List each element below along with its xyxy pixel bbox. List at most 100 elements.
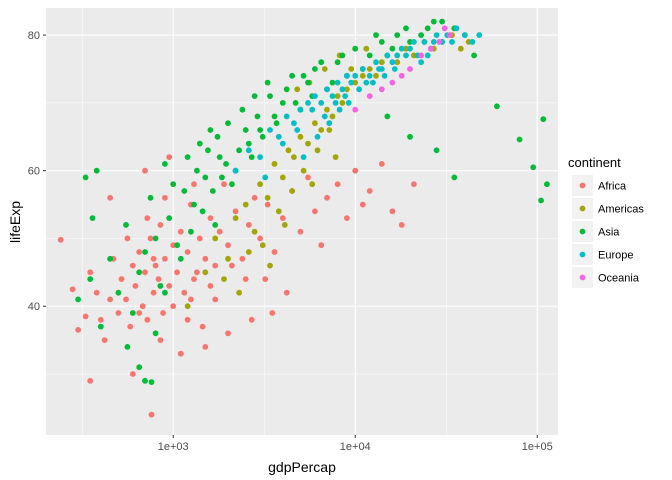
point-asia <box>279 100 286 106</box>
axis-layer: 1e+03 1e+04 1e+05 40 60 80 <box>28 30 553 453</box>
point-americas <box>251 228 258 235</box>
point-europe <box>418 59 424 66</box>
legend: continent Africa Americas Asia Europe Oceani… <box>568 155 644 288</box>
x-tick-label: 1e+05 <box>522 441 553 453</box>
point-asia <box>312 66 318 72</box>
point-asia <box>366 52 373 59</box>
point-americas <box>245 249 252 255</box>
legend-label-oceania: Oceania <box>598 273 640 285</box>
point-americas <box>378 59 385 66</box>
point-americas <box>366 66 373 72</box>
point-africa <box>188 296 194 303</box>
point-africa <box>148 411 155 418</box>
point-americas <box>344 86 350 93</box>
point-africa <box>324 194 330 201</box>
point-asia <box>300 72 307 79</box>
point-africa <box>93 289 100 296</box>
point-asia <box>273 120 280 127</box>
point-asia <box>219 174 225 181</box>
point-europe <box>359 66 366 72</box>
point-asia <box>129 310 136 316</box>
point-asia <box>389 45 396 52</box>
point-asia <box>223 161 229 167</box>
point-asia <box>471 52 477 59</box>
point-asia <box>242 127 249 133</box>
point-europe <box>318 100 325 106</box>
point-africa <box>279 215 286 222</box>
point-africa <box>162 194 168 201</box>
point-africa <box>398 222 405 228</box>
point-africa <box>184 249 191 255</box>
point-africa <box>75 327 81 333</box>
point-africa <box>242 276 249 282</box>
point-asia <box>214 133 221 140</box>
point-europe <box>389 59 396 66</box>
point-europe <box>279 140 286 147</box>
point-asia <box>430 18 437 25</box>
point-africa <box>269 310 276 316</box>
point-oceania <box>436 39 443 45</box>
point-asia <box>157 283 164 289</box>
point-africa <box>150 255 157 262</box>
point-asia <box>236 147 243 154</box>
point-europe <box>321 113 328 120</box>
point-asia <box>424 25 431 32</box>
point-europe <box>232 167 239 174</box>
point-asia <box>142 377 148 384</box>
point-americas <box>348 66 355 72</box>
point-americas <box>259 242 266 249</box>
point-europe <box>334 79 341 86</box>
point-asia <box>202 174 209 181</box>
point-europe <box>373 59 379 66</box>
point-americas <box>300 167 307 174</box>
point-africa <box>118 276 125 282</box>
point-africa <box>160 310 167 316</box>
point-europe <box>297 106 304 113</box>
point-europe <box>403 52 409 59</box>
point-europe <box>348 79 355 86</box>
point-americas <box>285 147 292 154</box>
point-americas <box>279 174 286 181</box>
point-europe <box>381 72 388 79</box>
point-africa <box>212 262 219 269</box>
point-africa <box>229 262 235 269</box>
legend-label-asia: Asia <box>598 227 620 239</box>
point-africa <box>124 235 131 242</box>
point-africa <box>352 167 359 174</box>
point-africa <box>366 188 373 194</box>
point-americas <box>359 72 366 79</box>
point-africa <box>82 313 89 320</box>
point-americas <box>373 72 379 79</box>
point-americas <box>309 181 316 188</box>
point-africa <box>248 316 255 323</box>
point-asia <box>115 289 122 296</box>
x-axis-title: gdpPercap <box>268 459 336 475</box>
point-asia <box>248 154 255 161</box>
point-africa <box>147 235 154 242</box>
point-asia <box>264 79 271 86</box>
point-asia <box>418 32 424 38</box>
point-americas <box>332 154 339 161</box>
point-africa <box>225 242 231 249</box>
point-americas <box>202 269 209 276</box>
point-americas <box>225 255 231 262</box>
point-americas <box>339 100 346 106</box>
point-africa <box>136 249 143 255</box>
point-europe <box>324 86 330 93</box>
point-asia <box>196 140 203 147</box>
point-africa <box>216 228 223 235</box>
point-africa <box>411 181 417 188</box>
point-asia <box>530 164 537 171</box>
point-europe <box>283 113 290 120</box>
point-asia <box>329 79 336 86</box>
point-africa <box>129 262 136 269</box>
point-africa <box>136 310 143 316</box>
point-asia <box>152 330 159 337</box>
point-africa <box>191 181 197 188</box>
point-asia <box>254 113 261 120</box>
point-asia <box>136 364 143 371</box>
point-europe <box>394 52 401 59</box>
point-africa <box>87 377 94 384</box>
point-africa <box>334 181 341 188</box>
point-oceania <box>352 106 359 113</box>
